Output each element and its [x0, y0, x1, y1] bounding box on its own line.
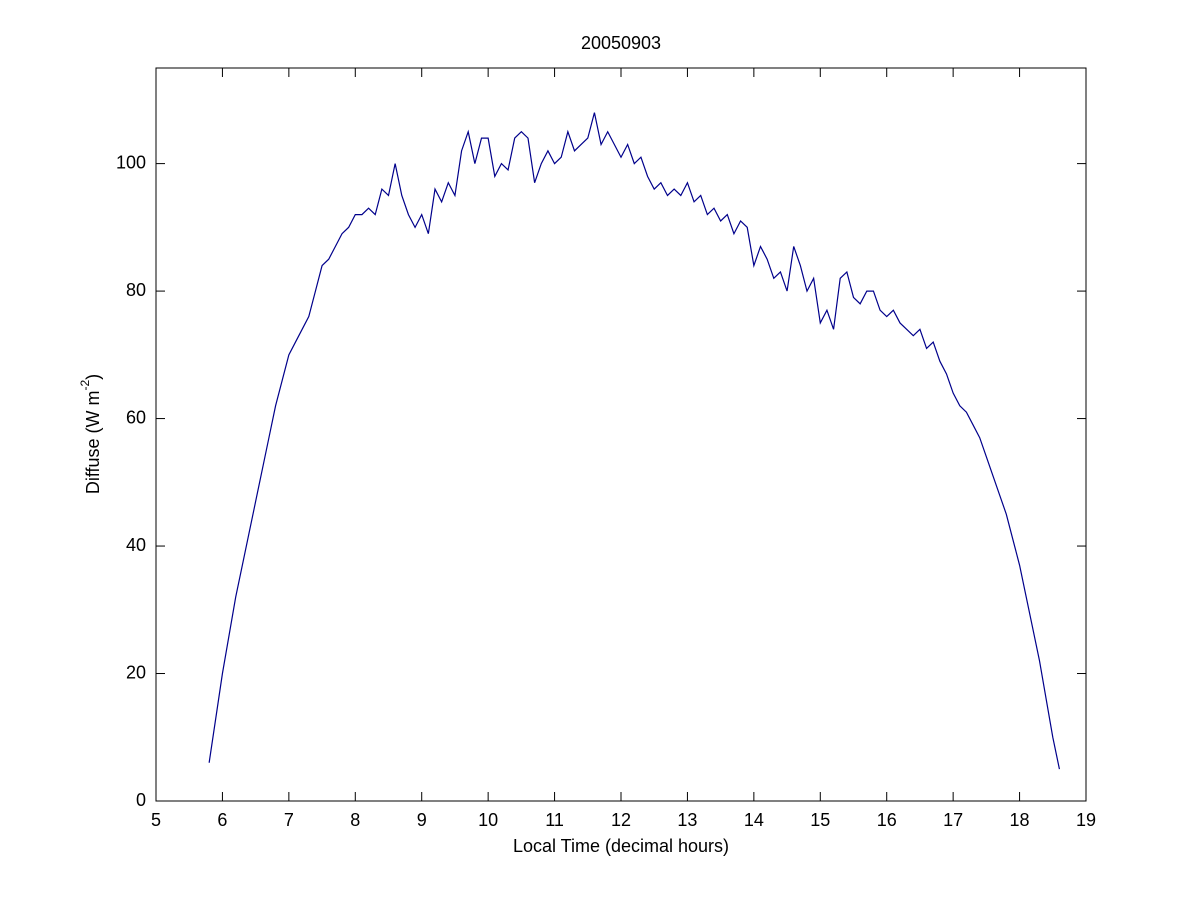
x-tick-label: 7 — [284, 810, 294, 830]
x-tick-label: 12 — [611, 810, 631, 830]
y-tick-label: 80 — [126, 280, 146, 300]
y-tick-label: 40 — [126, 535, 146, 555]
x-tick-label: 17 — [943, 810, 963, 830]
chart-title: 20050903 — [581, 33, 661, 53]
y-tick-label: 20 — [126, 662, 146, 682]
y-tick-label: 0 — [136, 790, 146, 810]
x-axis-label: Local Time (decimal hours) — [513, 836, 729, 856]
x-tick-label: 16 — [877, 810, 897, 830]
y-tick-label: 60 — [126, 407, 146, 427]
x-tick-label: 13 — [677, 810, 697, 830]
plot-area — [155, 67, 1087, 802]
x-tick-label: 18 — [1010, 810, 1030, 830]
y-axis-label-text: Diffuse (W m — [83, 390, 103, 494]
x-tick-label: 9 — [417, 810, 427, 830]
x-tick-label: 14 — [744, 810, 764, 830]
x-tick-label: 10 — [478, 810, 498, 830]
x-tick-label: 15 — [810, 810, 830, 830]
y-axis-label: Diffuse (W m-2) — [78, 374, 103, 494]
data-line — [208, 112, 1061, 770]
y-tick-label: 100 — [116, 152, 146, 172]
x-tick-label: 19 — [1076, 810, 1096, 830]
x-tick-label: 11 — [545, 810, 564, 830]
y-axis-label-end: ) — [83, 374, 103, 380]
x-tick-label: 8 — [350, 810, 360, 830]
x-tick-label: 5 — [151, 810, 161, 830]
x-tick-label: 6 — [217, 810, 227, 830]
y-axis-label-superscript: -2 — [78, 379, 92, 390]
